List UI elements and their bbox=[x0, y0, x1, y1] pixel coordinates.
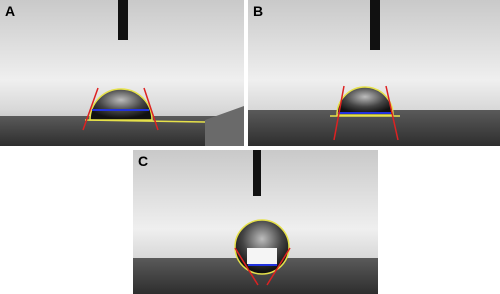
panel-label: B bbox=[253, 3, 263, 19]
panel-c: C bbox=[133, 150, 378, 294]
panel-b: B bbox=[248, 0, 500, 146]
surface-line bbox=[84, 119, 206, 123]
droplet bbox=[89, 88, 153, 121]
panel-label: C bbox=[138, 153, 148, 169]
tangent bbox=[234, 247, 259, 286]
tangent bbox=[143, 87, 159, 131]
tangent bbox=[82, 87, 99, 131]
droplet bbox=[336, 86, 394, 116]
reflection bbox=[247, 248, 277, 264]
tangent bbox=[385, 85, 399, 141]
needle bbox=[253, 150, 261, 196]
panel-label: A bbox=[5, 3, 15, 19]
panel-a: A bbox=[0, 0, 244, 146]
needle bbox=[370, 0, 380, 50]
tangent bbox=[266, 247, 291, 286]
surface-edge bbox=[205, 106, 244, 146]
needle bbox=[118, 0, 128, 40]
tangent bbox=[333, 85, 345, 141]
